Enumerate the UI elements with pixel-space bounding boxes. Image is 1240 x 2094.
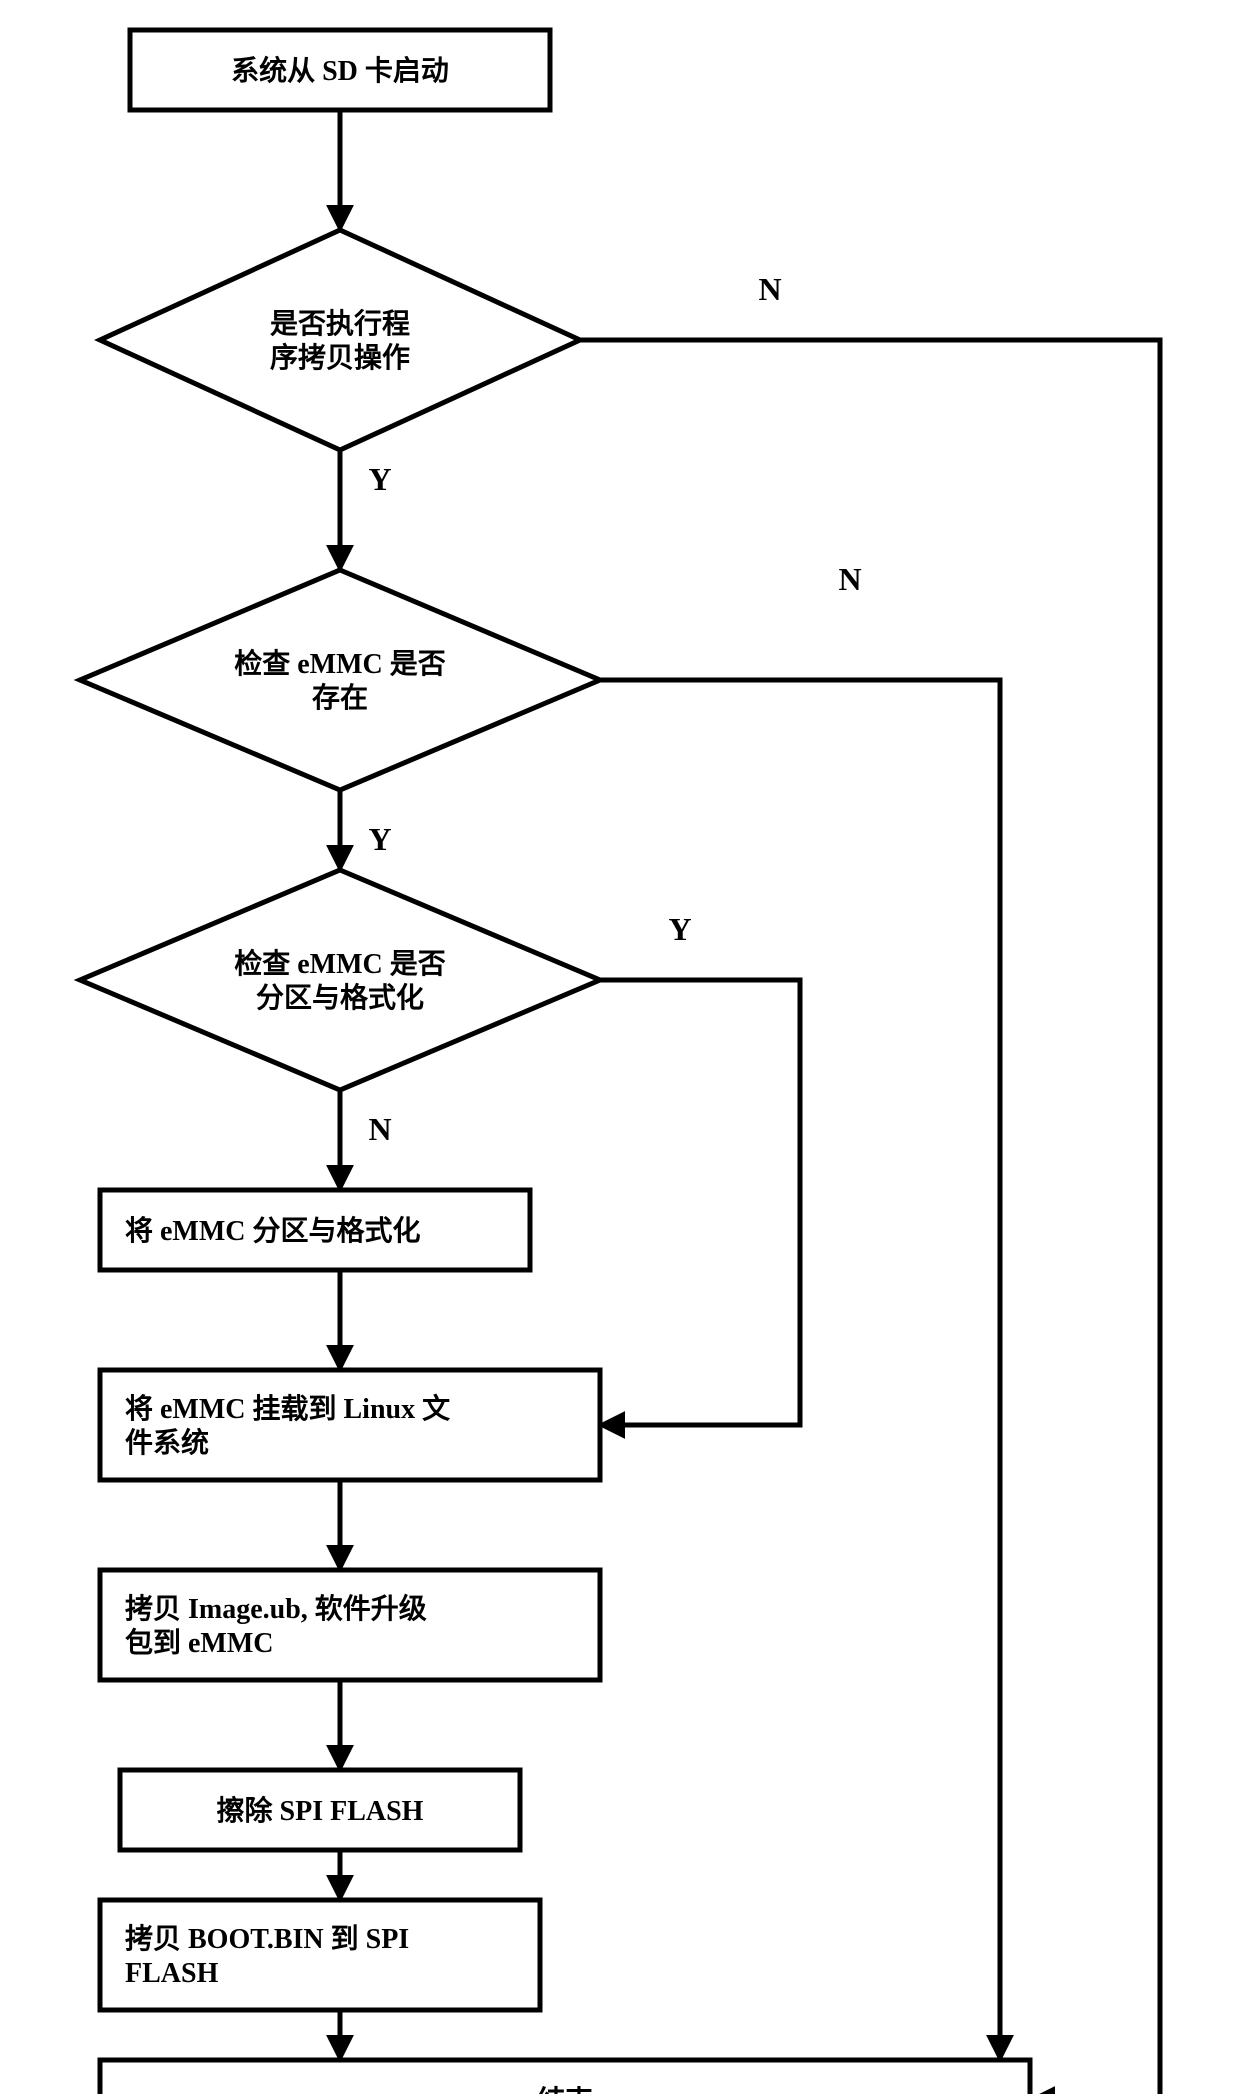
node-text-fmt: 将 eMMC 分区与格式化 [125,1215,421,1247]
edge-label-d3-mount: Y [668,911,691,947]
node-text-mount: 件系统 [125,1426,209,1459]
node-text-copyboot: 拷贝 BOOT.BIN 到 SPI [125,1923,409,1955]
edge-label-d2-end: N [838,561,861,597]
node-text-d3: 检查 eMMC 是否 [234,947,446,980]
node-text-copyimg: 拷贝 Image.ub, 软件升级 [125,1593,427,1625]
node-d3 [80,870,600,1090]
node-mount [100,1370,600,1480]
edge-d1-end [580,340,1160,2094]
node-text-start: 系统从 SD 卡启动 [231,54,449,87]
node-text-d1: 序拷贝操作 [270,341,410,374]
node-copyimg [100,1570,600,1680]
node-text-erase: 擦除 SPI FLASH [217,1794,424,1827]
node-text-end: 结束 [537,2085,593,2094]
node-text-copyboot: FLASH [125,1958,219,1989]
node-d1 [100,230,580,450]
node-text-copyimg: 包到 eMMC [125,1627,274,1659]
edge-label-d3-fmt: N [368,1111,391,1147]
edge-d3-mount [600,980,800,1425]
node-text-d1: 是否执行程 [270,307,410,340]
node-d2 [80,570,600,790]
node-text-mount: 将 eMMC 挂载到 Linux 文 [125,1392,450,1425]
edge-label-d1-d2: Y [368,461,391,497]
node-text-d2: 检查 eMMC 是否 [234,647,446,680]
edge-label-d2-d3: Y [368,821,391,857]
edge-label-d1-end: N [758,271,781,307]
flowchart-canvas: 系统从 SD 卡启动是否执行程序拷贝操作检查 eMMC 是否存在检查 eMMC … [0,0,1240,2094]
node-copyboot [100,1900,540,2010]
node-text-d2: 存在 [312,681,368,714]
node-text-d3: 分区与格式化 [256,982,424,1014]
